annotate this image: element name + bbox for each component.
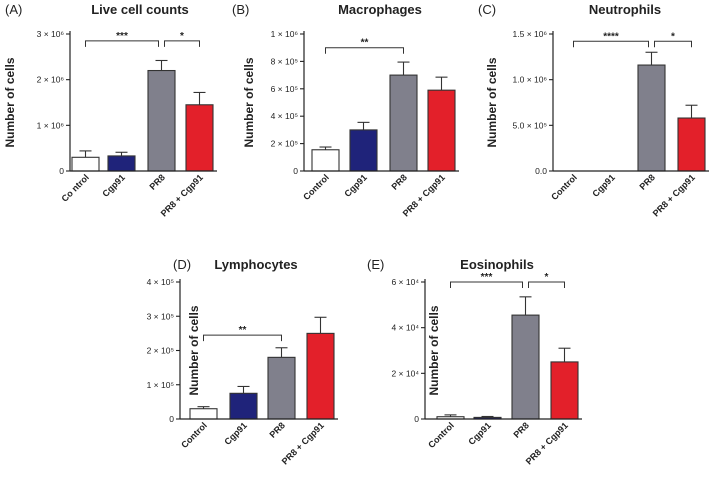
x-tick-label: PR8 + Cgp91 <box>651 172 697 218</box>
panel-label: (E) <box>367 257 384 272</box>
y-tick-label: 1.5 × 10⁶ <box>513 29 547 39</box>
significance-bracket <box>325 47 404 54</box>
y-tick-label: 1 × 10⁵ <box>147 380 174 390</box>
y-axis-label: Number of cells <box>427 305 441 395</box>
significance-label: * <box>180 31 184 42</box>
y-tick-label: 4 × 10⁵ <box>147 277 174 287</box>
x-tick-label: Control <box>549 172 579 202</box>
y-tick-label: 2 × 10⁵ <box>147 346 174 356</box>
y-tick-label: 0 <box>414 414 419 424</box>
y-axis-label: Number of cells <box>187 305 201 395</box>
x-tick-label: PR8 <box>267 420 286 439</box>
y-tick-label: 8 × 10⁵ <box>271 56 298 66</box>
x-tick-label: Cgp91 <box>466 420 493 447</box>
significance-bracket <box>654 40 692 48</box>
chart-title: Neutrophils <box>589 2 661 17</box>
chart-title: Live cell counts <box>91 2 189 17</box>
significance-bracket <box>85 40 159 47</box>
chart-panel: (C) Neutrophils Number of cells Control Cgp9… <box>478 2 709 219</box>
significance-label: *** <box>116 31 128 42</box>
significance-label: * <box>545 272 549 283</box>
y-axis-label: Number of cells <box>485 57 499 147</box>
chart-panel: (D) Lymphocytes Number of cells Control Cgp9… <box>147 257 338 467</box>
significance-label: ** <box>361 38 369 49</box>
y-tick-label: 6 × 10⁴ <box>391 277 419 287</box>
y-tick-label: 0 <box>59 166 64 176</box>
bar <box>511 314 540 420</box>
bar <box>637 64 666 172</box>
chart-title: Lymphocytes <box>214 257 297 272</box>
chart-panel: (E) Eosinophils Number of cells Control Cgp9… <box>367 257 582 467</box>
x-tick-label: Co ntrol <box>59 172 90 203</box>
panel-label: (D) <box>173 257 191 272</box>
bar <box>349 129 378 172</box>
y-tick-label: 4 × 10⁵ <box>271 111 298 121</box>
significance-bracket <box>450 281 523 288</box>
bar <box>229 392 258 420</box>
x-tick-label: Cgp91 <box>342 172 369 199</box>
bar <box>147 69 176 172</box>
x-tick-label: PR8 <box>389 172 408 191</box>
bar <box>550 361 579 420</box>
bar <box>185 104 214 172</box>
x-tick-label: Control <box>179 420 209 450</box>
y-tick-label: 1.0 × 10⁶ <box>513 75 547 85</box>
x-tick-label: Cgp91 <box>222 420 249 447</box>
y-tick-label: 0.0 <box>535 166 547 176</box>
panels: (A) Live cell counts Number of cells Co ntr… <box>3 2 709 467</box>
x-tick-label: PR8 <box>147 172 166 191</box>
significance-bracket <box>164 40 200 47</box>
bar <box>306 332 335 420</box>
y-tick-label: 1 × 10⁶ <box>37 120 64 130</box>
y-tick-label: 2 × 10⁵ <box>271 139 298 149</box>
x-tick-label: Cgp91 <box>590 172 617 199</box>
y-tick-label: 2 × 10⁶ <box>37 75 64 85</box>
y-tick-label: 2 × 10⁴ <box>391 368 419 378</box>
x-tick-label: Control <box>301 172 331 202</box>
y-tick-label: 1 × 10⁶ <box>271 29 298 39</box>
chart-panel: (A) Live cell counts Number of cells Co ntr… <box>3 2 217 219</box>
y-tick-label: 5.0 × 10⁵ <box>513 120 547 130</box>
significance-bracket <box>573 40 649 48</box>
x-tick-label: Cgp91 <box>100 172 127 199</box>
y-tick-label: 6 × 10⁵ <box>271 84 298 94</box>
y-tick-label: 3 × 10⁶ <box>37 29 64 39</box>
bar <box>311 149 340 172</box>
y-tick-label: 0 <box>169 414 174 424</box>
panel-label: (A) <box>5 2 22 17</box>
panel-label: (B) <box>232 2 249 17</box>
y-tick-label: 3 × 10⁵ <box>147 311 174 321</box>
significance-bracket <box>203 334 282 342</box>
bar <box>107 155 136 172</box>
y-axis-label: Number of cells <box>3 57 17 147</box>
y-tick-label: 0 <box>293 166 298 176</box>
significance-label: * <box>671 31 675 42</box>
y-tick-label: 4 × 10⁴ <box>391 323 419 333</box>
bar <box>677 117 706 172</box>
bar <box>189 408 218 420</box>
significance-label: ** <box>239 325 247 336</box>
y-axis-label: Number of cells <box>242 57 256 147</box>
x-tick-label: Control <box>426 420 456 450</box>
chart-title: Eosinophils <box>460 257 534 272</box>
bar <box>71 156 100 172</box>
x-tick-label: PR8 <box>511 420 530 439</box>
significance-label: *** <box>481 272 493 283</box>
x-tick-label: PR8 <box>637 172 656 191</box>
panel-label: (C) <box>478 2 496 17</box>
bar <box>427 89 456 172</box>
significance-label: **** <box>603 31 619 42</box>
bar <box>389 74 418 172</box>
chart-title: Macrophages <box>338 2 422 17</box>
bar <box>267 356 296 420</box>
chart-panel: (B) Macrophages Number of cells Control Cgp9… <box>232 2 459 219</box>
significance-bracket <box>528 281 565 288</box>
